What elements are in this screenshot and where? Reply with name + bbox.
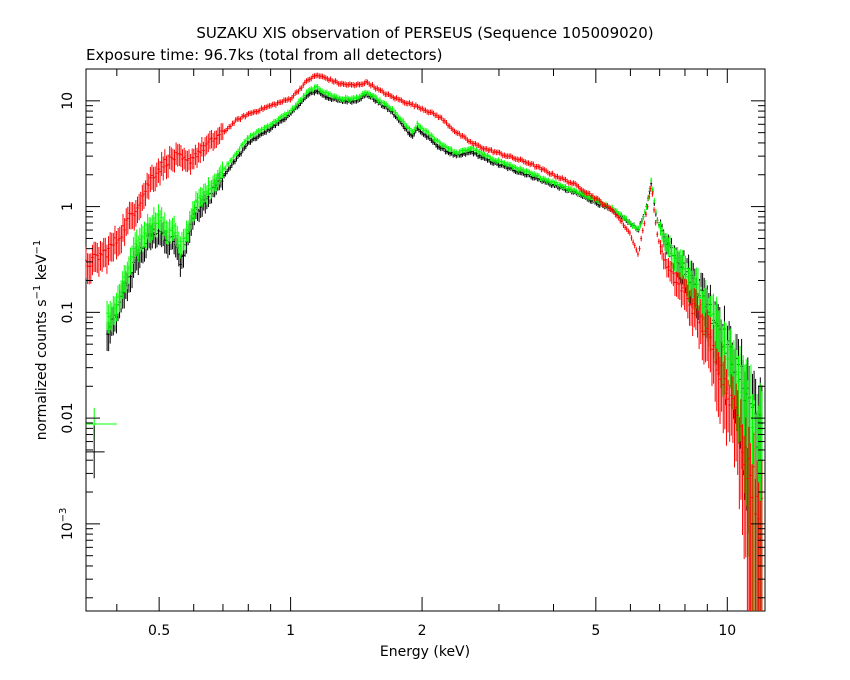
y-tick-label: 1 <box>60 202 76 211</box>
series-1 <box>106 83 763 611</box>
y-axis-ticks: 10 1 0.1 0.01 10−3 <box>58 68 765 599</box>
series-0 <box>85 72 763 611</box>
chart-subtitle: Exposure time: 96.7ks (total from all de… <box>86 46 442 64</box>
plot-frame <box>85 68 766 612</box>
x-tick-label: 5 <box>591 623 600 639</box>
x-axis-ticks: 0.5 1 2 5 10 <box>116 69 736 639</box>
y-tick-label: 10−3 <box>58 508 76 541</box>
y-tick-label: 0.01 <box>60 403 76 434</box>
chart-title: SUZAKU XIS observation of PERSEUS (Seque… <box>196 24 653 42</box>
y-tick-label: 10 <box>60 92 76 110</box>
x-tick-label: 1 <box>286 623 295 639</box>
series-2 <box>106 88 763 611</box>
series-layer <box>85 72 763 611</box>
y-axis-label: normalized counts s−1 keV−1 <box>32 240 50 441</box>
plot-area: 0.5 1 2 5 10 10 1 0.1 0.01 10−3 <box>58 68 766 639</box>
error-cross-1 <box>86 425 105 479</box>
error-bar-annotations <box>86 407 117 479</box>
x-tick-label: 2 <box>418 623 427 639</box>
x-tick-label: 10 <box>718 623 736 639</box>
x-axis-label: Energy (keV) <box>380 644 470 660</box>
x-tick-label: 0.5 <box>148 623 170 639</box>
y-tick-label: 0.1 <box>60 301 76 323</box>
